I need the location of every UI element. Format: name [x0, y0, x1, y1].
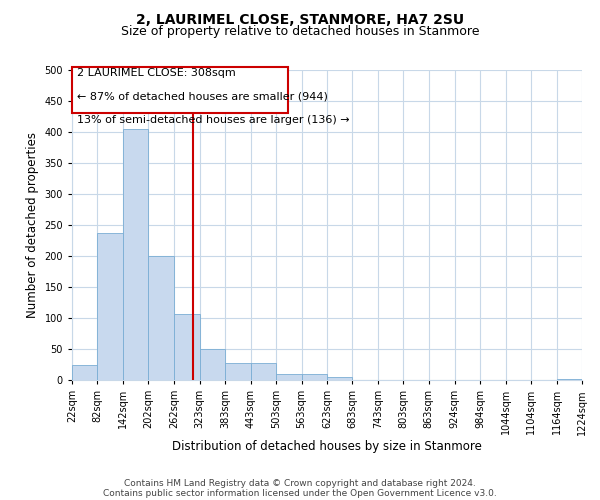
Bar: [302, 374, 327, 380]
Text: 13% of semi-detached houses are larger (136) →: 13% of semi-detached houses are larger (…: [77, 115, 350, 125]
Text: Contains public sector information licensed under the Open Government Licence v3: Contains public sector information licen…: [103, 488, 497, 498]
Bar: [148, 256, 174, 380]
Text: 2 LAURIMEL CLOSE: 308sqm: 2 LAURIMEL CLOSE: 308sqm: [77, 68, 236, 78]
Bar: [251, 364, 276, 380]
Y-axis label: Number of detached properties: Number of detached properties: [26, 132, 39, 318]
Bar: [225, 364, 251, 380]
X-axis label: Distribution of detached houses by size in Stanmore: Distribution of detached houses by size …: [172, 440, 482, 453]
Bar: [123, 129, 148, 380]
Bar: [276, 374, 302, 380]
Bar: [97, 233, 123, 380]
Bar: [557, 379, 582, 380]
Bar: [174, 314, 200, 380]
Text: Contains HM Land Registry data © Crown copyright and database right 2024.: Contains HM Land Registry data © Crown c…: [124, 478, 476, 488]
FancyBboxPatch shape: [72, 67, 287, 114]
Text: 2, LAURIMEL CLOSE, STANMORE, HA7 2SU: 2, LAURIMEL CLOSE, STANMORE, HA7 2SU: [136, 12, 464, 26]
Text: Size of property relative to detached houses in Stanmore: Size of property relative to detached ho…: [121, 25, 479, 38]
Bar: [72, 364, 97, 380]
Bar: [327, 377, 352, 380]
Bar: [200, 349, 225, 380]
Text: ← 87% of detached houses are smaller (944): ← 87% of detached houses are smaller (94…: [77, 92, 328, 102]
